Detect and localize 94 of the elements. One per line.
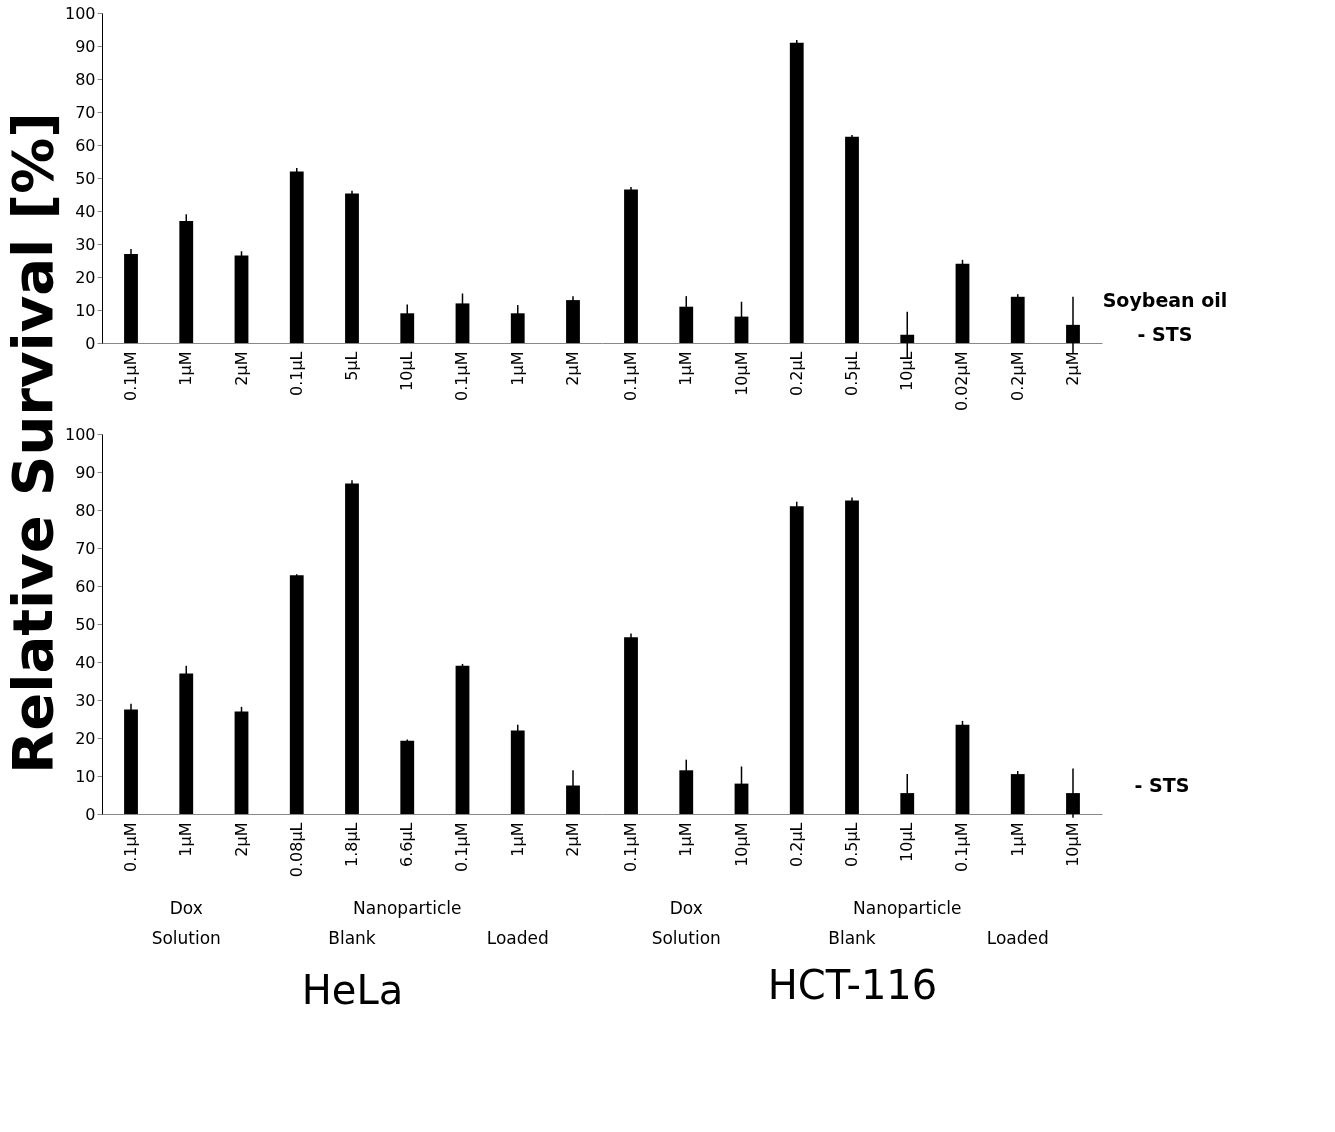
x-tick-label: 0.08µL: [286, 822, 306, 878]
x-tick-label: 0.1µL: [286, 351, 306, 397]
bar: [455, 665, 470, 814]
text: Nanoparticle: [853, 898, 962, 918]
text: Soybean oil: [1102, 289, 1228, 311]
x-tick-label: 5µL: [342, 351, 361, 381]
y-tick-label: 20: [75, 267, 96, 287]
text: Dox: [169, 898, 203, 918]
x-tick-label: 1µM: [1007, 822, 1027, 857]
bar: [124, 253, 138, 343]
x-tick-label: 10µM: [731, 351, 751, 396]
bar: [955, 263, 970, 343]
x-tick-label: 0.2µL: [786, 822, 806, 868]
y-tick-label: 90: [75, 36, 96, 56]
bar: [789, 506, 804, 814]
x-tick-label: 1µM: [176, 351, 196, 386]
text: Loaded: [486, 928, 549, 948]
x-tick-label: 0.1µM: [621, 822, 641, 872]
x-tick-label: 2µM: [1062, 351, 1082, 386]
y-tick-label: 70: [75, 538, 96, 558]
x-tick-label: 1.8µL: [342, 822, 361, 868]
x-axis-title: HeLa: [301, 967, 404, 1014]
y-tick-label: 100: [64, 424, 96, 444]
x-tick-label: 1µM: [676, 351, 696, 386]
y-tick-label: 50: [75, 168, 96, 188]
y-tick-label: 80: [75, 500, 96, 520]
x-tick-label: 10µL: [397, 351, 417, 391]
y-tick-label: 0: [85, 333, 96, 353]
y-tick-label: 90: [75, 462, 96, 482]
text: - STS: [1137, 323, 1193, 345]
x-tick-label: 1µM: [176, 822, 196, 857]
x-tick-label: 0.2µM: [1007, 351, 1027, 401]
bar: [345, 483, 359, 814]
x-tick-label: 10µL: [897, 351, 917, 391]
bar: [1010, 774, 1025, 814]
x-tick-label: 2µM: [231, 351, 251, 386]
bar: [234, 711, 249, 814]
bar: [400, 740, 415, 814]
text: - STS: [1134, 774, 1190, 796]
x-tick-label: 0.5µL: [842, 351, 861, 397]
x-tick-label: 1µM: [507, 351, 527, 386]
bar: [624, 189, 638, 343]
y-tick-label: 70: [75, 102, 96, 122]
bar: [289, 171, 304, 343]
x-tick-label: 0.2µL: [786, 351, 806, 397]
y-tick-label: 40: [75, 652, 96, 672]
x-tick-label: 0.1µM: [452, 351, 472, 401]
x-tick-label: 1µM: [676, 822, 696, 857]
x-axis-title: HCT-116: [767, 961, 938, 1008]
x-tick-label: 0.1µM: [621, 351, 641, 401]
x-tick-label: 0.1µM: [121, 351, 141, 401]
y-tick-label: 50: [75, 614, 96, 634]
y-tick-label: 20: [75, 728, 96, 748]
y-tick-label: 60: [75, 135, 96, 155]
y-tick-label: 0: [85, 804, 96, 824]
x-tick-label: 6.6µL: [397, 822, 417, 868]
x-tick-label: 2µM: [562, 822, 582, 857]
x-tick-label: 0.1µM: [121, 822, 141, 872]
y-axis-title: Relative Survival [%]: [0, 112, 65, 774]
bar: [624, 637, 638, 814]
bar: [234, 255, 249, 343]
y-tick-label: 30: [75, 234, 96, 254]
x-tick-label: 0.1µM: [452, 822, 472, 872]
x-tick-label: 0.5µL: [842, 822, 861, 868]
y-tick-label: 100: [64, 3, 96, 23]
bar: [845, 136, 859, 343]
text: Solution: [651, 928, 721, 948]
y-tick-label: 10: [75, 300, 96, 320]
x-tick-label: 10µM: [1062, 822, 1082, 867]
text: Loaded: [986, 928, 1049, 948]
x-tick-label: 1µM: [507, 822, 527, 857]
bar: [1010, 296, 1025, 343]
y-tick-label: 80: [75, 69, 96, 89]
bar: [345, 193, 359, 343]
text: Blank: [328, 928, 376, 948]
x-tick-label: 10µL: [897, 822, 917, 862]
y-tick-label: 60: [75, 576, 96, 596]
x-tick-label: 0.1µM: [952, 822, 972, 872]
bar: [566, 300, 580, 343]
y-tick-label: 10: [75, 766, 96, 786]
text: Solution: [151, 928, 221, 948]
x-tick-label: 2µM: [231, 822, 251, 857]
bar: [789, 42, 804, 343]
x-tick-label: 2µM: [562, 351, 582, 386]
x-tick-label: 0.02µM: [952, 351, 972, 412]
text: Nanoparticle: [353, 898, 462, 918]
bar: [289, 575, 304, 814]
bar: [955, 724, 970, 814]
x-tick-label: 10µM: [731, 822, 751, 867]
y-tick-label: 30: [75, 690, 96, 710]
bar: [845, 500, 859, 814]
y-tick-label: 40: [75, 201, 96, 221]
text: Blank: [828, 928, 876, 948]
text: Dox: [669, 898, 703, 918]
